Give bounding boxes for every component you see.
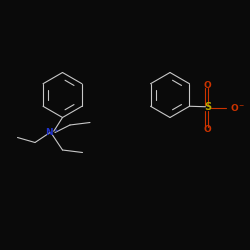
Text: S: S bbox=[204, 102, 211, 113]
Text: O$^-$: O$^-$ bbox=[230, 102, 246, 113]
Text: N$^+$: N$^+$ bbox=[45, 127, 60, 138]
Text: O: O bbox=[204, 126, 212, 134]
Text: O: O bbox=[204, 80, 212, 90]
